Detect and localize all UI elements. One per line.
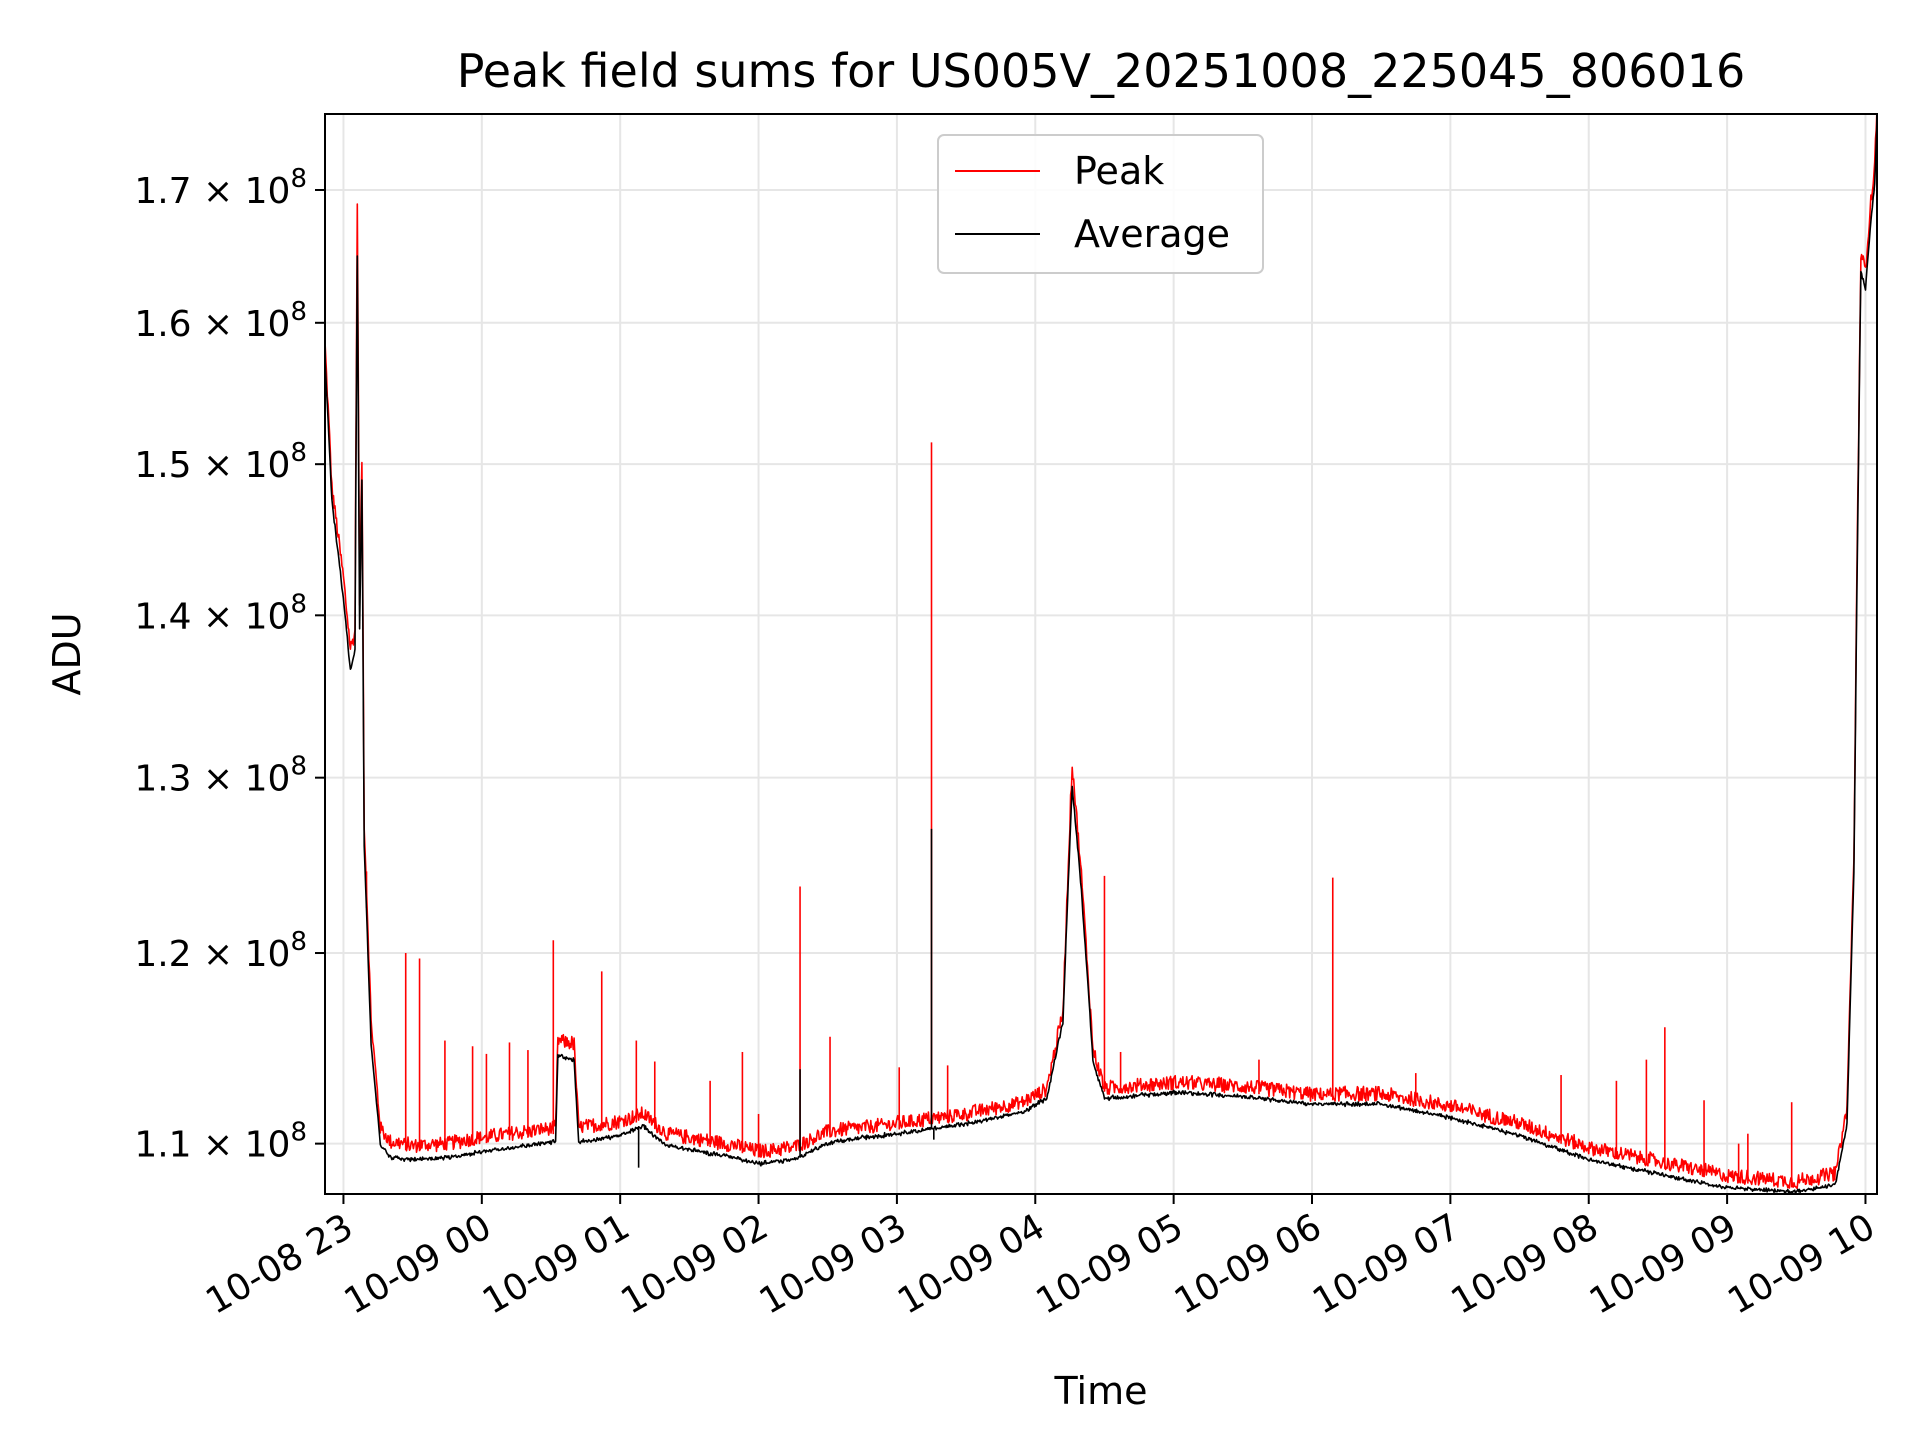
y-tick-exponent: 8 bbox=[290, 297, 307, 327]
y-tick-exponent: 8 bbox=[290, 589, 307, 619]
grid-lines bbox=[325, 114, 1877, 1194]
y-tick-exponent: 8 bbox=[290, 164, 307, 194]
y-tick-mantissa: 1.6 bbox=[134, 304, 191, 345]
legend: Peak Average bbox=[937, 134, 1264, 274]
y-tick-label: 1.7 × 108 bbox=[134, 164, 307, 212]
series-line bbox=[325, 114, 1877, 1190]
y-axis-label: ADU bbox=[45, 612, 89, 695]
y-tick-label: 1.4 × 108 bbox=[134, 589, 307, 637]
plot-frame bbox=[324, 113, 1878, 1195]
chart-title: Peak field sums for US005V_20251008_2250… bbox=[457, 44, 1746, 98]
y-tick-mantissa: 1.7 bbox=[134, 171, 191, 212]
y-tick-label: 1.3 × 108 bbox=[134, 752, 307, 800]
y-tick-label: 1.1 × 108 bbox=[134, 1118, 307, 1166]
legend-label-average: Average bbox=[1074, 212, 1230, 256]
legend-label-peak: Peak bbox=[1074, 149, 1164, 193]
y-tick-label: 1.6 × 108 bbox=[134, 297, 307, 345]
legend-box bbox=[937, 134, 1264, 274]
y-tick-mantissa: 1.5 bbox=[134, 445, 191, 486]
y-tick-mantissa: 1.4 bbox=[134, 596, 191, 637]
y-axis-ticks: 1.1 × 108 1.2 × 108 1.3 × 108 1.4 × 108 1.5 … bbox=[134, 164, 325, 1166]
y-tick-label: 1.5 × 108 bbox=[134, 438, 307, 486]
y-tick-exponent: 8 bbox=[290, 927, 307, 957]
y-tick-exponent: 8 bbox=[290, 438, 307, 468]
y-tick-mantissa: 1.3 bbox=[134, 759, 191, 800]
x-axis-label: Time bbox=[1054, 1369, 1148, 1413]
y-tick-exponent: 8 bbox=[290, 1118, 307, 1148]
y-tick-mantissa: 1.2 bbox=[134, 934, 191, 975]
series-line bbox=[325, 118, 1877, 1194]
y-tick-label: 1.2 × 108 bbox=[134, 927, 307, 975]
series-average bbox=[325, 118, 1877, 1194]
y-tick-mantissa: 1.1 bbox=[134, 1125, 191, 1166]
plot-area bbox=[325, 114, 1877, 1194]
y-tick-exponent: 8 bbox=[290, 752, 307, 782]
